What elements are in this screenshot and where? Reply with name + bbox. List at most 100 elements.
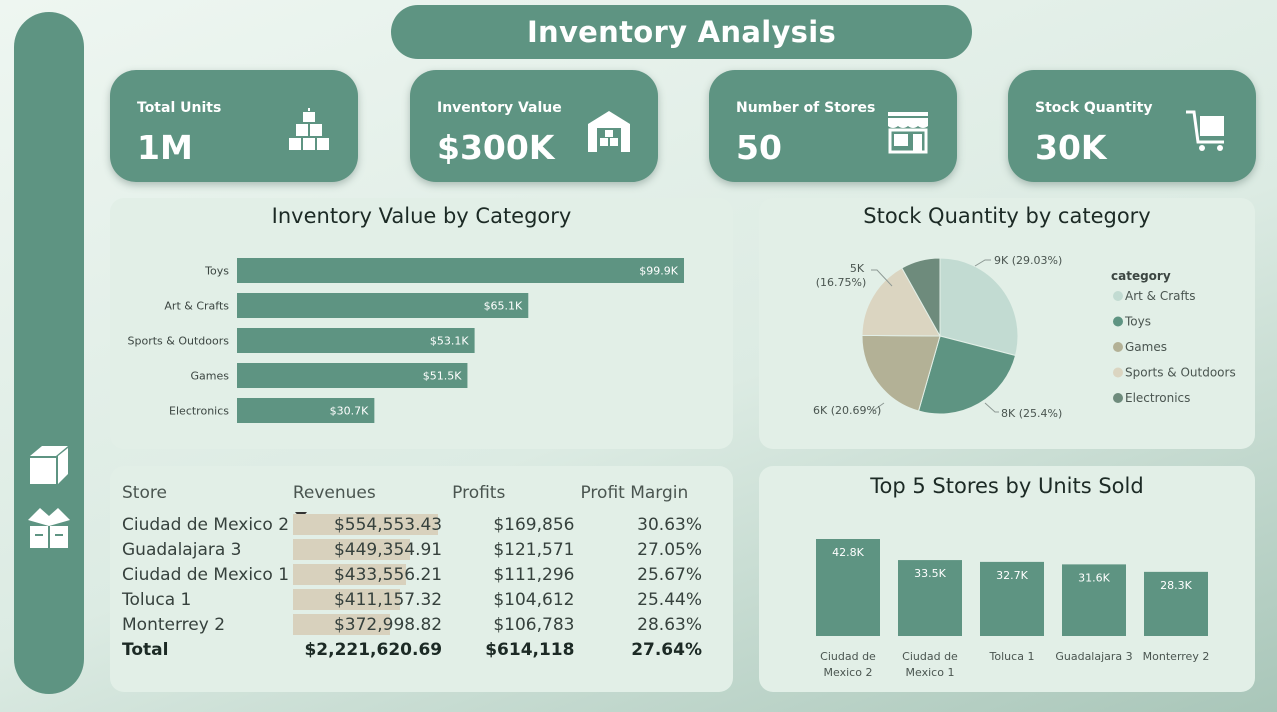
col-header-label: Revenues [292, 483, 376, 503]
kpi-value: 1M [137, 128, 193, 167]
pie-slice[interactable] [939, 257, 1019, 357]
category-tick-label: Games [191, 370, 230, 383]
table-row[interactable]: Toluca 1 $411,157.32 $104,612 25.44% [122, 587, 702, 612]
margin-value: 25.67% [637, 564, 702, 585]
legend-swatch [1113, 291, 1123, 301]
legend-item-label[interactable]: Sports & Outdoors [1125, 366, 1236, 380]
category-tick-label: Sports & Outdoors [128, 335, 230, 348]
table-row[interactable]: Ciudad de Mexico 2 $554,553.43 $169,856 30.… [122, 512, 702, 537]
store-table-card: Store Revenues Profits Profit Margin Ciu… [110, 466, 733, 692]
revenue-databar [292, 514, 438, 535]
slice-label-value: 5K [850, 262, 865, 275]
data-label: 33.5K [914, 567, 946, 580]
table-row[interactable]: Monterrey 2 $372,998.82 $106,783 28.63% [122, 612, 702, 637]
margin-value: 30.63% [637, 514, 702, 535]
box-icon[interactable] [24, 442, 74, 492]
data-label: $65.1K [484, 300, 523, 313]
bar[interactable] [980, 561, 1044, 636]
col-header-profits[interactable]: Profits [452, 483, 506, 503]
sidebar [14, 12, 84, 694]
pie-slice[interactable] [861, 267, 941, 337]
revenue-value: $411,157.32 [333, 589, 443, 610]
leader-line [974, 259, 991, 267]
bar[interactable] [237, 293, 529, 318]
kpi-label: Inventory Value [437, 100, 562, 116]
kpi-label: Stock Quantity [1035, 100, 1153, 116]
bar[interactable] [237, 328, 475, 353]
bar[interactable] [1062, 564, 1126, 636]
legend-item-label[interactable]: Electronics [1125, 391, 1190, 405]
chart-title: Top 5 Stores by Units Sold [870, 474, 1144, 498]
open-box-icon[interactable] [24, 502, 74, 552]
pie-slice[interactable] [917, 335, 1017, 415]
margin-value: 28.63% [637, 614, 702, 635]
kpi-value: 30K [1035, 128, 1107, 167]
chart-title: Stock Quantity by category [863, 204, 1151, 228]
revenue-databar [292, 564, 406, 585]
cart-icon [1186, 110, 1224, 151]
category-tick-label: Monterrey 2 [1143, 650, 1210, 663]
top-stores-bar-chart: 42.8K Ciudad de Mexico 2 33.5K Ciudad de Mexi… [816, 539, 1210, 679]
profit-value: $121,571 [493, 539, 575, 560]
bar[interactable] [237, 363, 468, 388]
stock-quantity-card: Stock Quantity by category 9K (29.03%) 8K… [759, 198, 1255, 449]
top-stores-card: Top 5 Stores by Units Sold 42.8K Ciudad d… [759, 466, 1255, 692]
profit-value: $111,296 [493, 564, 575, 585]
data-label: $53.1K [430, 335, 469, 348]
col-header-profit-margin[interactable]: Profit Margin [580, 483, 689, 503]
revenue-databar [292, 614, 390, 635]
table-row[interactable]: Ciudad de Mexico 1 $433,556.21 $111,296 25.… [122, 562, 702, 587]
col-header-store[interactable]: Store [122, 483, 167, 503]
legend-swatch [1113, 342, 1123, 352]
total-margin: 27.64% [631, 639, 702, 660]
bar[interactable] [1144, 571, 1208, 636]
table-row[interactable]: Guadalajara 3 $449,354.91 $121,571 27.05% [122, 537, 702, 562]
bar[interactable] [237, 398, 375, 423]
revenue-cell: $449,354.91 [292, 537, 442, 562]
revenue-databar [292, 539, 411, 560]
profit-value: $169,856 [493, 514, 575, 535]
page-title: Inventory Analysis [391, 5, 972, 59]
revenue-cell: $433,556.21 [292, 562, 443, 587]
revenue-value: $433,556.21 [333, 564, 443, 585]
legend-item-label[interactable]: Art & Crafts [1125, 289, 1195, 303]
kpi-label: Total Units [137, 100, 222, 116]
profit-value: $106,783 [493, 614, 575, 635]
pie-slice[interactable] [861, 334, 941, 412]
revenue-cell: $411,157.32 [292, 587, 443, 612]
bar[interactable] [237, 258, 684, 283]
category-tick-label: Mexico 2 [824, 666, 873, 679]
kpi-value: 50 [736, 128, 782, 167]
revenue-value: $372,998.82 [333, 614, 443, 635]
store-table: Store Revenues Profits Profit Margin Ciu… [122, 478, 702, 662]
store-name: Guadalajara 3 [122, 539, 242, 560]
kpi-label: Number of Stores [736, 100, 876, 116]
kpi-value: $300K [437, 128, 555, 167]
data-label: 32.7K [996, 569, 1028, 582]
boxes-stack-icon [289, 108, 329, 150]
legend-swatch [1113, 393, 1123, 403]
warehouse-icon [588, 111, 630, 152]
leader-line [984, 402, 999, 413]
legend-item-label[interactable]: Games [1125, 340, 1167, 354]
pie-slice[interactable] [901, 257, 941, 338]
category-tick-label: Art & Crafts [164, 300, 229, 313]
revenue-databar [292, 589, 401, 610]
category-tick-label: Ciudad de [820, 650, 876, 663]
col-header-revenues[interactable]: Revenues [292, 478, 442, 519]
total-revenue: $2,221,620.69 [304, 639, 443, 660]
legend-item-label[interactable]: Toys [1124, 315, 1151, 329]
margin-value: 27.05% [637, 539, 702, 560]
bar[interactable] [898, 560, 962, 636]
data-label: $51.5K [423, 370, 462, 383]
kpi-card-stock-quantity: Stock Quantity 30K [1008, 70, 1256, 182]
stock-quantity-pie-chart: 9K (29.03%) 8K (25.4%) 6K (20.69%) 5K(16.75… [813, 254, 1236, 420]
data-label: $99.9K [639, 265, 678, 278]
chart-title: Inventory Value by Category [271, 204, 572, 228]
legend-swatch [1113, 316, 1123, 327]
bar[interactable] [816, 539, 880, 636]
store-name: Toluca 1 [122, 589, 192, 610]
inventory-value-card: Inventory Value by Category Toys $99.9K Ar… [110, 198, 733, 449]
category-tick-label: Toluca 1 [989, 650, 1035, 663]
leader-line [871, 402, 885, 411]
